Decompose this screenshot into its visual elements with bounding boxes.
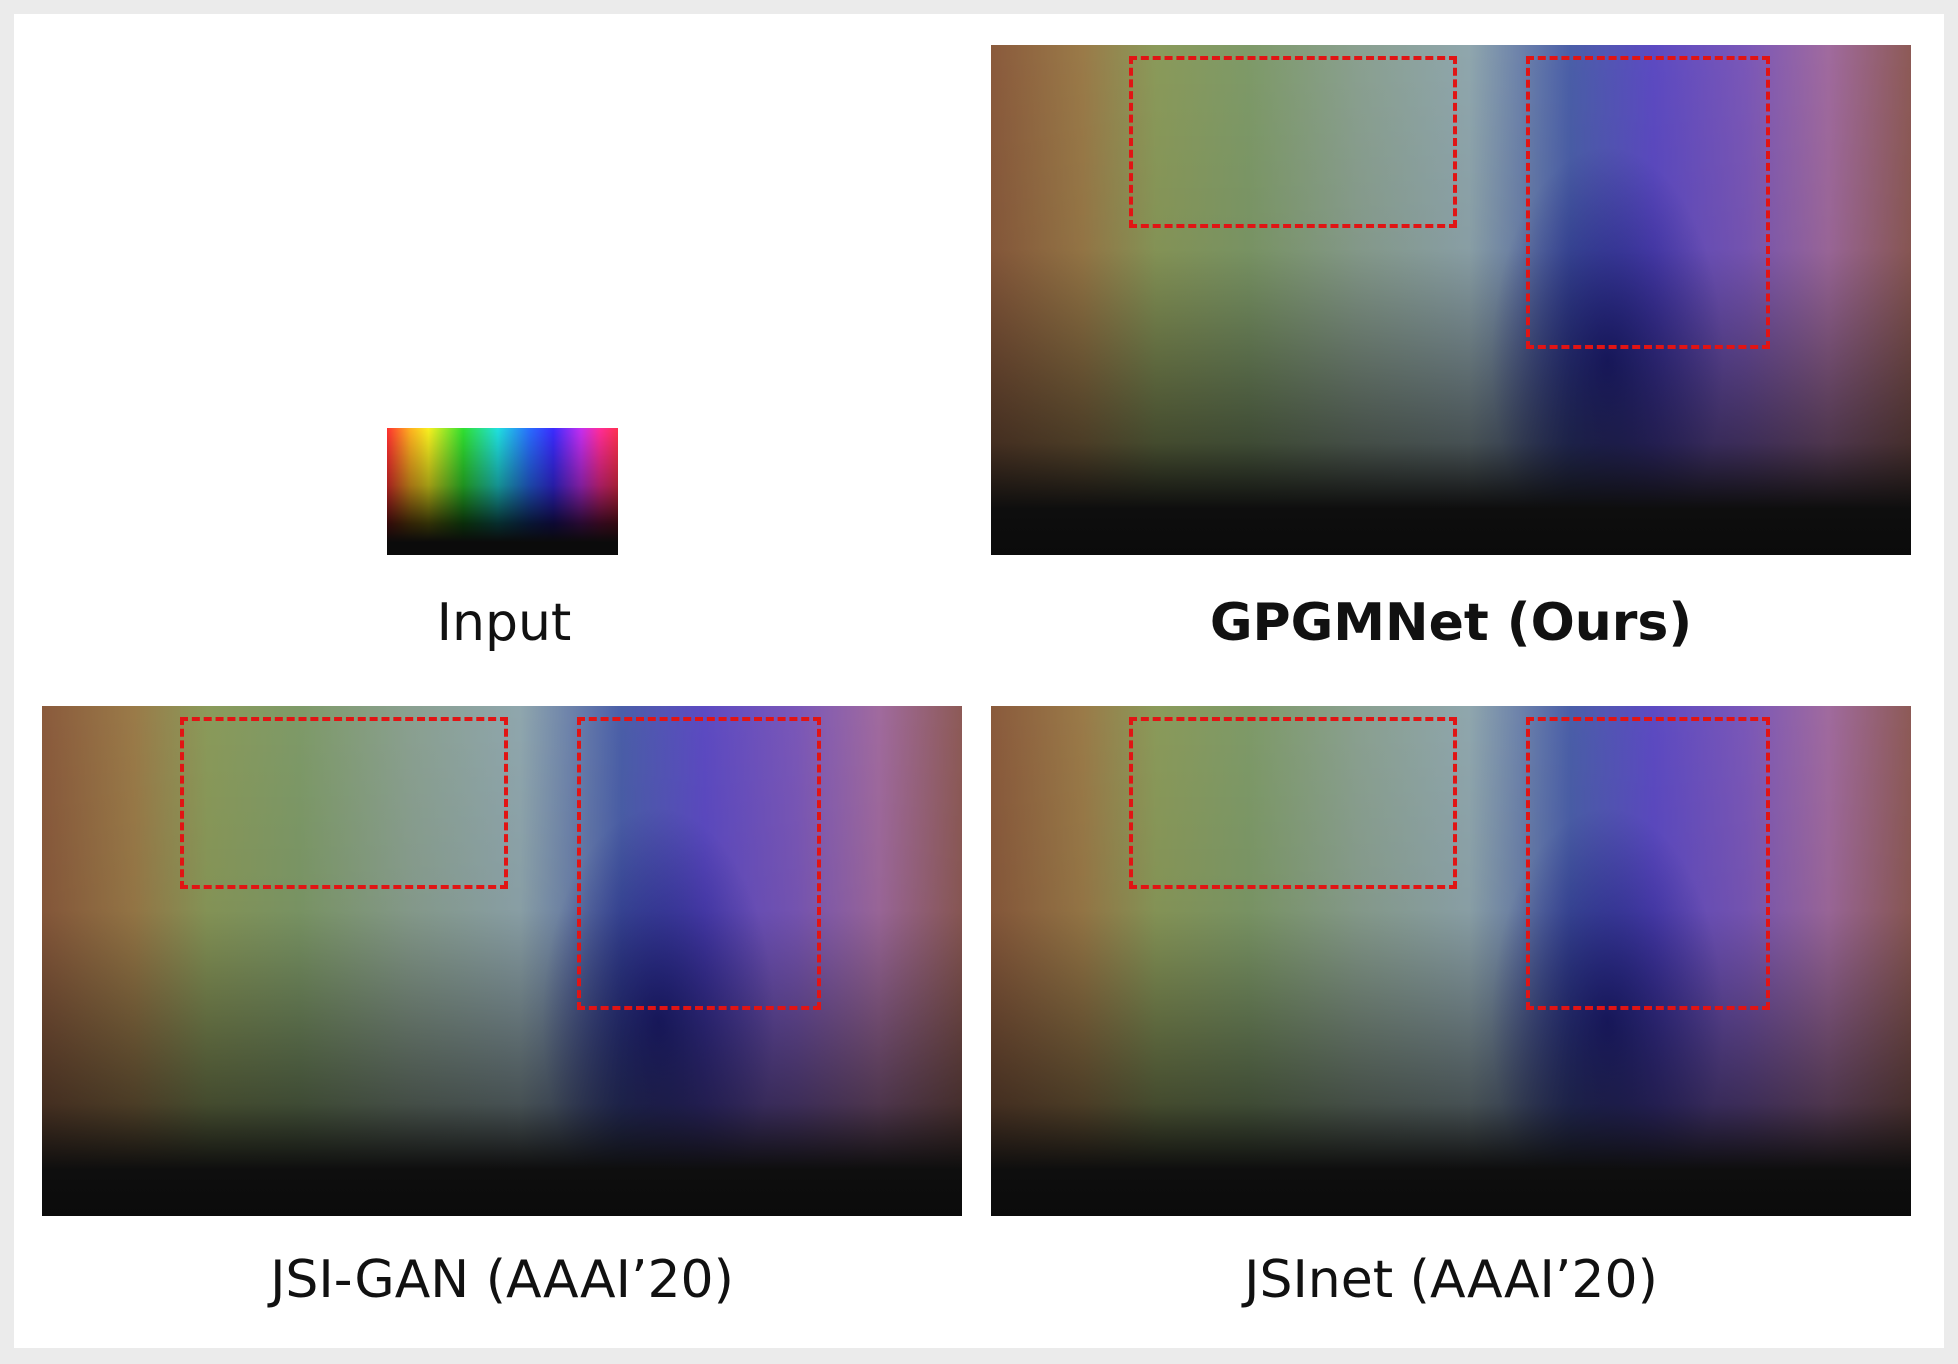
input-caption: Input: [436, 593, 572, 653]
gpgmnet-image: [991, 45, 1911, 555]
roi-box-left: [1129, 717, 1457, 889]
input-image: [387, 428, 618, 555]
roi-box-right: [1526, 56, 1770, 349]
jsinet-image: [991, 706, 1911, 1216]
roi-box-left: [180, 717, 508, 889]
jsinet-caption: JSInet (AAAI’20): [1244, 1250, 1658, 1310]
figure-canvas: Input GPGMNet (Ours) JSI-GAN (AAAI’20) J…: [14, 14, 1944, 1348]
gpgmnet-caption: GPGMNet (Ours): [1209, 593, 1693, 653]
roi-box-left: [1129, 56, 1457, 228]
jsi-gan-caption: JSI-GAN (AAAI’20): [270, 1250, 734, 1310]
roi-box-right: [577, 717, 821, 1010]
roi-box-right: [1526, 717, 1770, 1010]
jsi-gan-image: [42, 706, 962, 1216]
